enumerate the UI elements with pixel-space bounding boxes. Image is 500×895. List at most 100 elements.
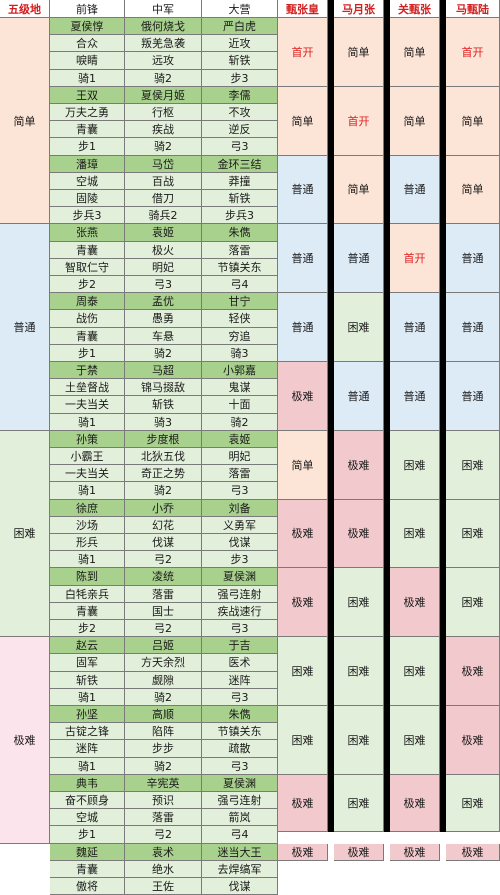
difficulty-result: 困难 xyxy=(446,774,500,832)
general-name: 王双 xyxy=(50,86,125,104)
trait-cell: 弓3 xyxy=(202,688,278,706)
header-cell: 甄张皇 xyxy=(278,0,328,18)
trait-cell: 骑2 xyxy=(125,344,202,362)
difficulty-result: 简单 xyxy=(334,18,384,87)
general-name: 徐庶 xyxy=(50,499,125,517)
trait-cell: 迷阵 xyxy=(202,671,278,689)
trait-cell: 固军 xyxy=(50,654,125,672)
trait-cell: 借刀 xyxy=(125,190,202,208)
trait-cell: 落雷 xyxy=(202,465,278,483)
difficulty-result: 普通 xyxy=(446,293,500,362)
trait-cell: 空城 xyxy=(50,809,125,827)
trait-cell: 步1 xyxy=(50,826,125,844)
trait-cell: 步兵3 xyxy=(50,207,125,225)
general-name: 孙坚 xyxy=(50,706,125,724)
general-name: 赵云 xyxy=(50,637,125,655)
trait-cell: 青囊 xyxy=(50,241,125,259)
trait-cell: 骑1 xyxy=(50,69,125,87)
header-cell: 五级地 xyxy=(0,0,50,18)
difficulty-result: 首开 xyxy=(334,86,384,156)
trait-cell: 明妃 xyxy=(202,448,278,466)
difficulty-result: 困难 xyxy=(390,637,440,706)
difficulty-result: 普通 xyxy=(390,155,440,225)
header-cell: 马甄陆 xyxy=(446,0,500,18)
difficulty-result: 普通 xyxy=(446,362,500,431)
trait-cell: 步兵3 xyxy=(202,207,278,225)
trait-cell: 奋不顾身 xyxy=(50,792,125,810)
general-name: 夏侯月姬 xyxy=(125,86,202,104)
difficulty-result: 普通 xyxy=(278,293,328,362)
difficulty-result: 困难 xyxy=(334,637,384,706)
general-name: 辛宪英 xyxy=(125,774,202,792)
general-name: 典韦 xyxy=(50,774,125,792)
trait-cell: 步1 xyxy=(50,344,125,362)
trait-cell: 伐谋 xyxy=(125,534,202,552)
difficulty-result: 简单 xyxy=(446,155,500,225)
trait-cell: 鬼谋 xyxy=(202,379,278,397)
general-name: 袁姬 xyxy=(125,224,202,242)
general-name: 夏侯惇 xyxy=(50,18,125,36)
trait-cell: 弓2 xyxy=(125,620,202,638)
trait-cell: 伐谋 xyxy=(202,534,278,552)
trait-cell: 骑兵2 xyxy=(125,207,202,225)
trait-cell: 十面 xyxy=(202,396,278,414)
general-name: 李儒 xyxy=(202,86,278,104)
trait-cell: 土垒督战 xyxy=(50,379,125,397)
difficulty-result: 困难 xyxy=(334,568,384,638)
trait-cell: 斩铁 xyxy=(202,190,278,208)
trait-cell: 弓4 xyxy=(202,826,278,844)
difficulty-result: 极难 xyxy=(446,637,500,706)
difficulty-result: 普通 xyxy=(446,224,500,294)
trait-cell: 弓3 xyxy=(202,482,278,500)
difficulty-result: 极难 xyxy=(334,430,384,500)
trait-cell: 明妃 xyxy=(125,258,202,276)
difficulty-result: 极难 xyxy=(278,774,328,832)
difficulty-result: 普通 xyxy=(390,362,440,431)
trait-cell: 陷阵 xyxy=(125,723,202,741)
header-cell: 关甄张 xyxy=(390,0,440,18)
difficulty-result: 首开 xyxy=(390,224,440,294)
general-name: 高顺 xyxy=(125,706,202,724)
trait-cell: 骑3 xyxy=(202,344,278,362)
trait-cell: 疾战 xyxy=(125,121,202,139)
general-name: 袁术 xyxy=(125,843,202,861)
general-name: 朱儁 xyxy=(202,224,278,242)
general-name: 夏侯渊 xyxy=(202,774,278,792)
header-cell: 前锋 xyxy=(50,0,125,18)
general-name: 步度根 xyxy=(125,430,202,448)
general-name: 周泰 xyxy=(50,293,125,311)
trait-cell: 节镇关东 xyxy=(202,258,278,276)
trait-cell: 骑1 xyxy=(50,757,125,775)
trait-cell: 战伤 xyxy=(50,310,125,328)
difficulty-result: 普通 xyxy=(390,293,440,362)
trait-cell: 斩铁 xyxy=(125,396,202,414)
trait-cell: 去焊缟军 xyxy=(202,860,278,878)
trait-cell: 空城 xyxy=(50,172,125,190)
trait-cell: 觑隙 xyxy=(125,671,202,689)
trait-cell: 锦马掇敌 xyxy=(125,379,202,397)
difficulty-result: 简单 xyxy=(446,86,500,156)
trait-cell: 骑1 xyxy=(50,551,125,569)
trait-cell: 医术 xyxy=(202,654,278,672)
trait-cell: 步2 xyxy=(50,276,125,294)
trait-cell: 叛羌急袭 xyxy=(125,35,202,53)
trait-cell: 斩铁 xyxy=(202,52,278,70)
trait-cell: 弓3 xyxy=(202,757,278,775)
trait-cell: 远攻 xyxy=(125,52,202,70)
general-name: 张燕 xyxy=(50,224,125,242)
trait-cell: 极火 xyxy=(125,241,202,259)
column-divider xyxy=(440,0,446,832)
difficulty-result: 极难 xyxy=(278,362,328,431)
trait-cell: 万夫之勇 xyxy=(50,104,125,122)
general-name: 金环三结 xyxy=(202,155,278,173)
general-name: 陈到 xyxy=(50,568,125,586)
trait-cell: 形兵 xyxy=(50,534,125,552)
difficulty-result: 困难 xyxy=(334,706,384,775)
trait-cell: 骑3 xyxy=(125,413,202,431)
difficulty-result: 困难 xyxy=(278,637,328,706)
difficulty-result: 困难 xyxy=(390,706,440,775)
trait-cell: 迷阵 xyxy=(50,740,125,758)
difficulty-result: 困难 xyxy=(390,499,440,569)
difficulty-result: 首开 xyxy=(278,18,328,87)
difficulty-result: 困难 xyxy=(334,293,384,362)
